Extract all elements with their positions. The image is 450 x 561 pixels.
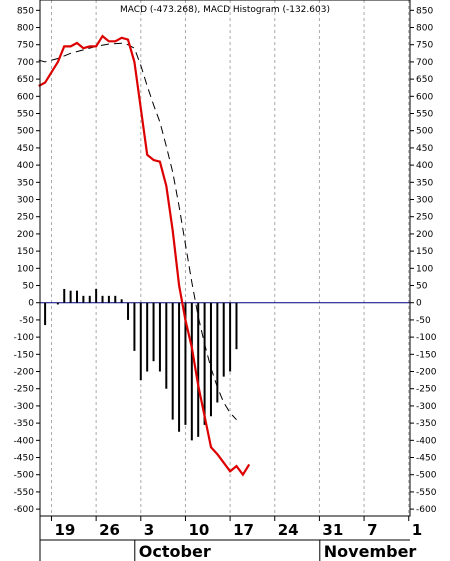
y-tick-label-left: 50 (23, 282, 35, 292)
y-tick-label-right: 250 (416, 213, 433, 223)
y-tick-label-right: -200 (416, 368, 437, 378)
y-tick-label-right: 650 (416, 75, 433, 85)
y-tick-label-left: -600 (14, 505, 35, 515)
grid-lines (50, 0, 410, 516)
y-tick-label-left: 250 (17, 213, 34, 223)
y-tick-label-left: 650 (17, 75, 34, 85)
y-tick-label-left: 400 (17, 161, 34, 171)
y-tick-label-right: -300 (416, 402, 437, 412)
y-tick-label-right: 150 (416, 247, 433, 257)
y-tick-label-left: 700 (17, 58, 34, 68)
y-tick-label-right: 800 (416, 24, 433, 34)
y-tick-label-right: -350 (416, 419, 437, 429)
y-tick-label-right: 850 (416, 6, 433, 16)
y-tick-label-left: 600 (17, 92, 34, 102)
y-tick-label-left: -100 (14, 333, 35, 343)
y-tick-label-right: 300 (416, 196, 433, 206)
y-tick-label-left: -300 (14, 402, 35, 412)
y-tick-label-right: -550 (416, 488, 437, 498)
y-tick-label-left: 500 (17, 127, 34, 137)
y-tick-label-left: -150 (14, 350, 35, 360)
chart-title: MACD (-473.268), MACD Histogram (-132.60… (120, 5, 330, 15)
y-tick-label-left: -550 (14, 488, 35, 498)
month-label: October (139, 542, 211, 561)
y-tick-label-left: -200 (14, 368, 35, 378)
y-tick-label-right: 500 (416, 127, 433, 137)
x-tick-label: 26 (99, 521, 120, 539)
y-tick-label-left: 850 (17, 6, 34, 16)
x-tick-label: 19 (54, 521, 75, 539)
month-label: November (324, 542, 417, 561)
y-tick-label-left: -500 (14, 471, 35, 481)
y-tick-label-left: -450 (14, 454, 35, 464)
y-tick-label-left: 350 (17, 178, 34, 188)
y-tick-label-right: 50 (416, 282, 428, 292)
x-axis: 19 26 3 10 17 24 31 7 1 October November (39, 515, 422, 561)
y-tick-label-left: -400 (14, 436, 35, 446)
y-tick-label-left: -50 (19, 316, 34, 326)
x-tick-label: 1 (412, 521, 422, 539)
x-tick-label: 7 (367, 521, 377, 539)
y-tick-label-right: 100 (416, 264, 433, 274)
histogram-bars (44, 288, 238, 441)
y-tick-label-right: 750 (416, 41, 433, 51)
x-tick-label: 24 (278, 521, 299, 539)
y-tick-label-right: 450 (416, 144, 433, 154)
y-tick-label-right: -450 (416, 454, 437, 464)
y-tick-label-left: 150 (17, 247, 34, 257)
y-axis-right: -600-550-500-450-400-350-300-250-200-150… (410, 6, 437, 515)
y-tick-label-right: -100 (416, 333, 437, 343)
y-axis-left: -600-550-500-450-400-350-300-250-200-150… (14, 6, 40, 515)
x-tick-label: 17 (233, 521, 254, 539)
y-tick-label-right: -500 (416, 471, 437, 481)
y-tick-label-right: -600 (416, 505, 437, 515)
y-tick-label-left: 800 (17, 24, 34, 34)
y-tick-label-right: -50 (416, 316, 431, 326)
y-tick-label-right: -400 (416, 436, 437, 446)
x-tick-label: 10 (188, 521, 209, 539)
y-tick-label-left: 100 (17, 264, 34, 274)
y-tick-label-right: -150 (416, 350, 437, 360)
y-tick-label-left: 300 (17, 196, 34, 206)
y-tick-label-left: 0 (28, 299, 34, 309)
y-tick-label-left: 450 (17, 144, 34, 154)
y-tick-label-right: 600 (416, 92, 433, 102)
y-tick-label-right: 700 (416, 58, 433, 68)
y-tick-label-right: 400 (416, 161, 433, 171)
y-tick-label-right: 550 (416, 110, 433, 120)
y-tick-label-left: 750 (17, 41, 34, 51)
y-tick-label-left: -250 (14, 385, 35, 395)
y-tick-label-right: 0 (416, 299, 422, 309)
macd-line (38, 34, 251, 477)
y-tick-label-right: -250 (416, 385, 437, 395)
x-tick-label: 31 (322, 521, 343, 539)
x-tick-label: 3 (144, 521, 154, 539)
y-tick-label-right: 200 (416, 230, 433, 240)
plot-background (40, 0, 410, 516)
y-tick-label-left: -350 (14, 419, 35, 429)
y-tick-label-left: 200 (17, 230, 34, 240)
y-tick-label-left: 550 (17, 110, 34, 120)
y-tick-label-right: 350 (416, 178, 433, 188)
